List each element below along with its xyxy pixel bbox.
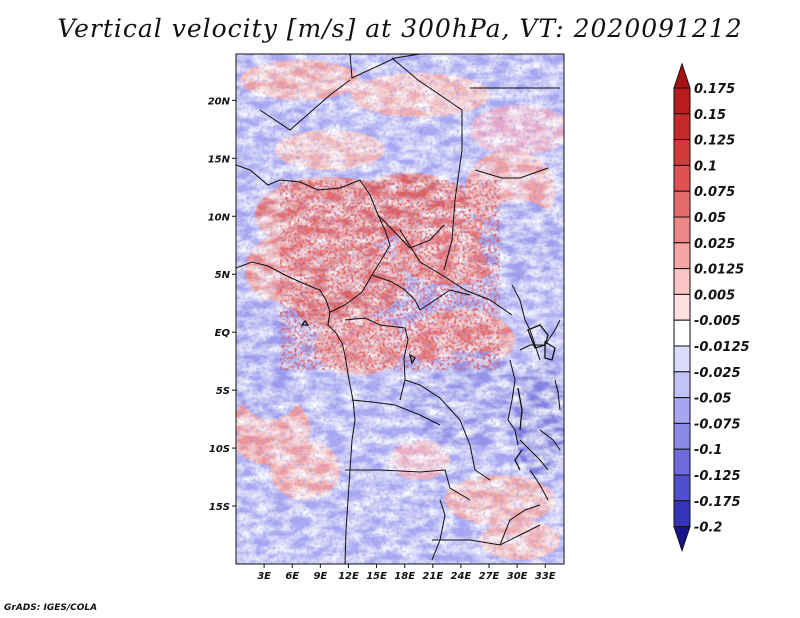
latitude-axis: 20N 15N 10N 5N EQ 5S 10S 15S xyxy=(208,96,236,513)
colorbar: 0.175 0.15 0.125 0.1 0.075 0.05 0.025 0.0125 0.0… xyxy=(673,62,750,553)
lon-tick-label: 21E xyxy=(422,571,443,582)
lon-tick-label: 33E xyxy=(535,571,556,582)
colorbar-top-arrow xyxy=(673,62,691,89)
lat-tick-label: 15N xyxy=(208,154,231,165)
colorbar-level-label: -0.05 xyxy=(694,392,731,407)
colorbar-level-label: -0.025 xyxy=(694,366,741,381)
lon-tick-label: 27E xyxy=(479,571,500,582)
lat-tick-label: 10S xyxy=(209,444,230,455)
lat-tick-label: 20N xyxy=(208,96,231,107)
grads-credit: GrADS: IGES/COLA xyxy=(4,603,98,613)
colorbar-swatch xyxy=(673,500,691,528)
map-frame xyxy=(235,53,565,565)
country-borders xyxy=(236,54,561,564)
colorbar-swatch xyxy=(673,474,691,502)
colorbar-swatch xyxy=(673,448,691,476)
colorbar-swatch xyxy=(673,268,691,295)
lon-tick-label: 6E xyxy=(285,571,299,582)
colorbar-swatch xyxy=(673,113,691,141)
colorbar-swatch xyxy=(673,242,691,270)
colorbar-swatch xyxy=(673,164,691,192)
colorbar-level-label: 0.0125 xyxy=(694,263,744,278)
lon-tick-label: 18E xyxy=(394,571,415,582)
longitude-axis: 3E 6E 9E 12E 15E 18E 21E 24E 27E 30E 33E xyxy=(257,564,556,582)
colorbar-level-label: -0.175 xyxy=(694,495,741,510)
colorbar-swatch xyxy=(673,216,691,244)
lakes xyxy=(300,319,556,471)
colorbar-swatch xyxy=(673,87,691,115)
colorbar-level-label: 0.1 xyxy=(694,159,717,174)
colorbar-bottom-arrow xyxy=(673,526,691,553)
colorbar-level-label: -0.2 xyxy=(694,521,722,536)
colorbar-swatch xyxy=(673,397,691,424)
colorbar-swatch xyxy=(673,139,691,166)
colorbar-level-label: 0.025 xyxy=(694,237,735,252)
colorbar-level-label: 0.05 xyxy=(694,211,726,226)
colorbar-swatch xyxy=(673,293,691,321)
colorbar-swatch xyxy=(673,345,691,373)
lat-tick-label: EQ xyxy=(215,328,231,339)
colorbar-level-label: -0.125 xyxy=(694,469,741,484)
vertical-velocity-field xyxy=(236,54,564,564)
colorbar-level-label: -0.005 xyxy=(694,314,741,329)
colorbar-level-label: -0.0125 xyxy=(694,340,750,355)
plot-title: Vertical velocity [m/s] at 300hPa, VT: 2… xyxy=(57,14,743,43)
colorbar-level-label: 0.075 xyxy=(694,185,735,200)
lon-tick-label: 15E xyxy=(366,571,387,582)
lat-tick-label: 15S xyxy=(209,502,230,513)
lon-tick-label: 3E xyxy=(257,571,271,582)
colorbar-swatch xyxy=(673,422,691,450)
colorbar-level-label: 0.15 xyxy=(694,108,726,123)
lon-tick-label: 24E xyxy=(451,571,472,582)
lat-tick-label: 5N xyxy=(215,270,231,281)
lat-tick-label: 10N xyxy=(208,212,231,223)
colorbar-level-label: -0.075 xyxy=(694,417,741,432)
lon-tick-label: 12E xyxy=(338,571,359,582)
colorbar-level-label: 0.175 xyxy=(694,82,735,97)
colorbar-level-label: 0.005 xyxy=(694,288,735,303)
colorbar-swatch xyxy=(673,190,691,218)
lon-tick-label: 9E xyxy=(313,571,327,582)
lon-tick-label: 30E xyxy=(507,571,528,582)
colorbar-swatch xyxy=(673,319,691,347)
lat-tick-label: 5S xyxy=(216,386,230,397)
colorbar-level-label: -0.1 xyxy=(694,443,722,458)
colorbar-swatch xyxy=(673,371,691,399)
colorbar-level-label: 0.125 xyxy=(694,134,735,149)
